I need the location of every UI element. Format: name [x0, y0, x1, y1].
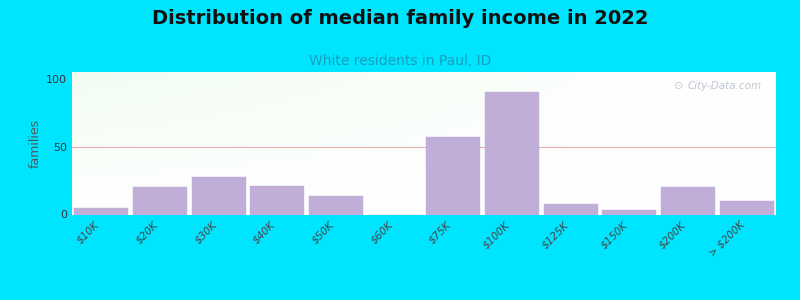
- Bar: [544, 204, 598, 214]
- Bar: [74, 208, 128, 214]
- Bar: [720, 201, 774, 214]
- Text: White residents in Paul, ID: White residents in Paul, ID: [309, 54, 491, 68]
- Text: Distribution of median family income in 2022: Distribution of median family income in …: [152, 9, 648, 28]
- Text: City-Data.com: City-Data.com: [688, 80, 762, 91]
- Bar: [426, 137, 480, 214]
- Bar: [485, 92, 539, 214]
- Bar: [661, 188, 715, 214]
- Text: ⊙: ⊙: [674, 80, 683, 91]
- Bar: [192, 176, 246, 214]
- Y-axis label: families: families: [29, 119, 42, 168]
- Bar: [133, 188, 187, 214]
- Bar: [250, 186, 304, 214]
- Bar: [602, 210, 656, 214]
- Bar: [309, 196, 363, 214]
